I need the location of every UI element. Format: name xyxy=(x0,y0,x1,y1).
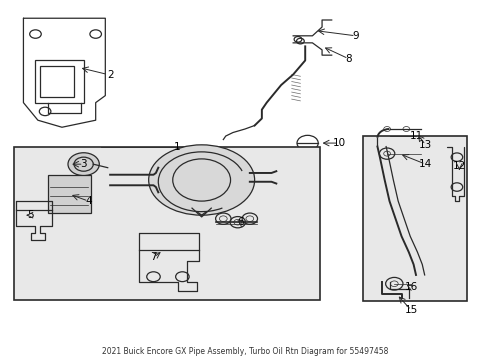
Text: 2: 2 xyxy=(107,69,114,80)
Bar xyxy=(14,147,319,300)
FancyBboxPatch shape xyxy=(48,175,91,213)
Text: 3: 3 xyxy=(80,159,87,169)
Ellipse shape xyxy=(68,153,99,176)
Text: 13: 13 xyxy=(419,140,432,150)
Text: 8: 8 xyxy=(345,54,352,64)
Text: 2021 Buick Encore GX Pipe Assembly, Turbo Oil Rtn Diagram for 55497458: 2021 Buick Encore GX Pipe Assembly, Turb… xyxy=(102,347,388,356)
Text: 6: 6 xyxy=(237,217,244,227)
Bar xyxy=(363,136,466,301)
Bar xyxy=(35,60,84,103)
Text: 9: 9 xyxy=(352,31,359,41)
Text: 16: 16 xyxy=(405,282,418,292)
Text: 12: 12 xyxy=(453,161,466,171)
Text: 1: 1 xyxy=(174,141,181,152)
Text: 4: 4 xyxy=(85,196,92,206)
Text: 15: 15 xyxy=(405,305,418,315)
Bar xyxy=(40,66,74,97)
Ellipse shape xyxy=(148,145,255,215)
Text: 10: 10 xyxy=(332,138,345,148)
Text: 5: 5 xyxy=(27,210,34,220)
Text: 14: 14 xyxy=(419,159,432,169)
Text: 7: 7 xyxy=(150,252,157,262)
Text: 11: 11 xyxy=(409,131,422,141)
